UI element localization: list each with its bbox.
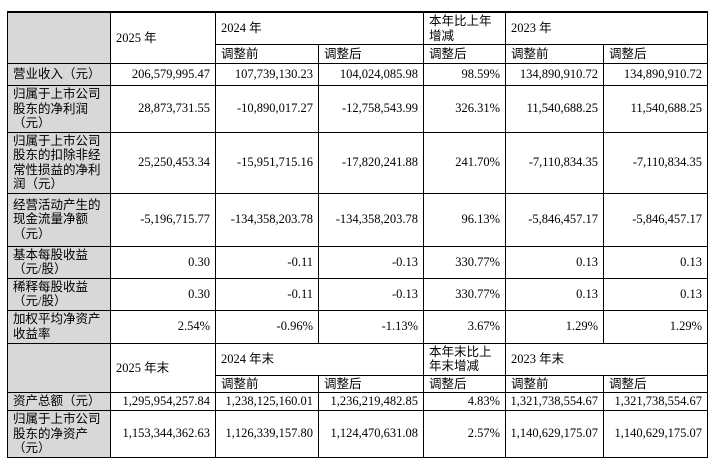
cell-value: 4.83% bbox=[423, 392, 507, 411]
cell-value: 11,540,688.25 bbox=[603, 85, 709, 133]
cell-value: -5,846,457.17 bbox=[505, 192, 605, 247]
cell-value: -12,758,543.99 bbox=[317, 85, 425, 133]
cell-value: 107,739,130.23 bbox=[215, 63, 319, 86]
table-row-operating-cash-flow: 经营活动产生的现金流量净额（元） -5,196,715.77 -134,358,… bbox=[7, 192, 709, 247]
cell-value: 1,124,470,631.08 bbox=[317, 410, 425, 458]
cell-value: 326.31% bbox=[423, 85, 507, 133]
cell-value: 1,126,339,157.80 bbox=[215, 410, 319, 458]
subheader-2023-after-adjust: 调整后 bbox=[603, 374, 709, 393]
cell-value: -134,358,203.78 bbox=[215, 192, 319, 247]
row-label-operating-cash-flow: 经营活动产生的现金流量净额（元） bbox=[7, 192, 111, 247]
row-label-net-assets: 归属于上市公司股东的净资产（元） bbox=[7, 410, 111, 458]
cell-value: -134,358,203.78 bbox=[317, 192, 425, 247]
cell-value: -17,820,241.88 bbox=[317, 131, 425, 194]
cell-value: 134,890,910.72 bbox=[505, 63, 605, 86]
table-row-deducted-net-profit: 归属于上市公司股东的扣除非经常性损益的净利润（元） 25,250,453.34 … bbox=[7, 131, 709, 194]
row-label-revenue: 营业收入（元） bbox=[7, 63, 111, 86]
cell-value: 0.13 bbox=[505, 245, 605, 279]
cell-value: -5,196,715.77 bbox=[110, 192, 216, 247]
table-row-revenue: 营业收入（元） 206,579,995.47 107,739,130.23 10… bbox=[7, 63, 709, 86]
header-end-2025: 2025 年末 bbox=[110, 342, 216, 393]
cell-value: 1.29% bbox=[505, 309, 605, 344]
header-end-2024-group: 2024 年末 bbox=[214, 342, 425, 376]
row-label-net-profit: 归属于上市公司股东的净利润（元） bbox=[7, 85, 111, 133]
cell-value: 1,295,954,257.84 bbox=[110, 392, 216, 411]
subheader-2024-after-adjust: 调整后 bbox=[317, 374, 425, 393]
subheader-change-after-adjust: 调整后 bbox=[423, 44, 507, 64]
cell-value: -7,110,834.35 bbox=[505, 131, 605, 194]
header-yoy-end-change: 本年末比上年末增减 bbox=[423, 342, 507, 376]
cell-value: 1,236,219,482.85 bbox=[317, 392, 425, 411]
cell-value: 241.70% bbox=[423, 131, 507, 194]
subheader-2023-after-adjust: 调整后 bbox=[603, 44, 709, 64]
cell-value: -0.11 bbox=[215, 245, 319, 279]
cell-value: -0.96% bbox=[215, 309, 319, 344]
table-row-diluted-eps: 稀释每股收益（元/股） 0.30 -0.11 -0.13 330.77% 0.1… bbox=[7, 277, 709, 311]
row-label-weighted-avg-roe: 加权平均净资产收益率 bbox=[7, 309, 111, 344]
cell-value: 2.54% bbox=[110, 309, 216, 344]
subheader-2023-before-adjust: 调整前 bbox=[505, 44, 605, 64]
cell-value: 1,238,125,160.01 bbox=[215, 392, 319, 411]
subheader-change-after-adjust: 调整后 bbox=[423, 374, 507, 393]
cell-value: 104,024,085.98 bbox=[317, 63, 425, 86]
header-end-2023-group: 2023 年末 bbox=[505, 342, 709, 376]
row-label-total-assets: 资产总额（元） bbox=[7, 392, 111, 411]
cell-value: 0.13 bbox=[603, 277, 709, 311]
cell-value: -0.11 bbox=[215, 277, 319, 311]
cell-value: -1.13% bbox=[317, 309, 425, 344]
header-year-2023-group: 2023 年 bbox=[505, 11, 709, 45]
subheader-2024-before-adjust: 调整前 bbox=[215, 374, 319, 393]
cell-value: -0.13 bbox=[317, 245, 425, 279]
cell-value: -15,951,715.16 bbox=[215, 131, 319, 194]
corner-cell bbox=[7, 11, 111, 64]
cell-value: 3.67% bbox=[423, 309, 507, 344]
subheader-2023-before-adjust: 调整前 bbox=[505, 374, 605, 393]
row-label-diluted-eps: 稀释每股收益（元/股） bbox=[7, 277, 111, 311]
cell-value: -5,846,457.17 bbox=[603, 192, 709, 247]
key-accounting-data-table: 2025 年 2024 年 本年比上年增减 2023 年 调整前 调整后 调整后… bbox=[7, 11, 709, 458]
table-row-net-assets: 归属于上市公司股东的净资产（元） 1,153,344,362.63 1,126,… bbox=[7, 410, 709, 458]
financial-indicators-table: 2025 年 2024 年 本年比上年增减 2023 年 调整前 调整后 调整后… bbox=[7, 11, 709, 458]
cell-value: 1,140,629,175.07 bbox=[505, 410, 605, 458]
corner-cell bbox=[7, 342, 111, 393]
cell-value: 134,890,910.72 bbox=[603, 63, 709, 86]
row-label-basic-eps: 基本每股收益（元/股） bbox=[7, 245, 111, 279]
cell-value: -7,110,834.35 bbox=[603, 131, 709, 194]
cell-value: 330.77% bbox=[423, 277, 507, 311]
cell-value: 0.30 bbox=[110, 277, 216, 311]
subheader-2024-before-adjust: 调整前 bbox=[215, 44, 319, 64]
cell-value: 1,140,629,175.07 bbox=[603, 410, 709, 458]
table-row-weighted-avg-roe: 加权平均净资产收益率 2.54% -0.96% -1.13% 3.67% 1.2… bbox=[7, 309, 709, 344]
cell-value: 1,153,344,362.63 bbox=[110, 410, 216, 458]
cell-value: 330.77% bbox=[423, 245, 507, 279]
cell-value: 1,321,738,554.67 bbox=[603, 392, 709, 411]
cell-value: 25,250,453.34 bbox=[110, 131, 216, 194]
header-yoy-change: 本年比上年增减 bbox=[423, 11, 507, 45]
cell-value: -10,890,017.27 bbox=[215, 85, 319, 133]
cell-value: 1.29% bbox=[603, 309, 709, 344]
cell-value: 0.13 bbox=[603, 245, 709, 279]
cell-value: 2.57% bbox=[423, 410, 507, 458]
table-row-basic-eps: 基本每股收益（元/股） 0.30 -0.11 -0.13 330.77% 0.1… bbox=[7, 245, 709, 279]
cell-value: 98.59% bbox=[423, 63, 507, 86]
cell-value: 206,579,995.47 bbox=[110, 63, 216, 86]
cell-value: 96.13% bbox=[423, 192, 507, 247]
table-row-total-assets: 资产总额（元） 1,295,954,257.84 1,238,125,160.0… bbox=[7, 392, 709, 411]
cell-value: -0.13 bbox=[317, 277, 425, 311]
cell-value: 28,873,731.55 bbox=[110, 85, 216, 133]
header-year-2025: 2025 年 bbox=[110, 11, 216, 64]
header-year-2024-group: 2024 年 bbox=[214, 11, 425, 45]
cell-value: 11,540,688.25 bbox=[505, 85, 605, 133]
cell-value: 0.30 bbox=[110, 245, 216, 279]
cell-value: 1,321,738,554.67 bbox=[505, 392, 605, 411]
table-row-net-profit: 归属于上市公司股东的净利润（元） 28,873,731.55 -10,890,0… bbox=[7, 85, 709, 133]
cell-value: 0.13 bbox=[505, 277, 605, 311]
row-label-deducted-net-profit: 归属于上市公司股东的扣除非经常性损益的净利润（元） bbox=[7, 131, 111, 194]
subheader-2024-after-adjust: 调整后 bbox=[317, 44, 425, 64]
